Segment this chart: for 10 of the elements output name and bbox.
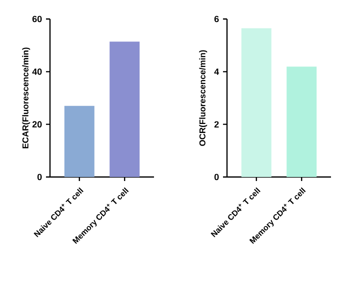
y-tick-label: 40 — [32, 68, 42, 75]
y-tick-label: 4 — [214, 68, 220, 75]
y-tick-label: 2 — [214, 121, 219, 128]
y-tick-label: 0 — [37, 174, 42, 180]
y-axis-title: OCR(Fluorescence/min) — [199, 50, 208, 146]
y-axis-title: ECAR(Fluorescence/min) — [22, 48, 30, 148]
y-tick-label: 20 — [32, 121, 42, 128]
y-tick-label: 0 — [214, 174, 219, 180]
y-tick-label: 6 — [214, 16, 219, 22]
y-tick-label: 60 — [32, 16, 42, 22]
